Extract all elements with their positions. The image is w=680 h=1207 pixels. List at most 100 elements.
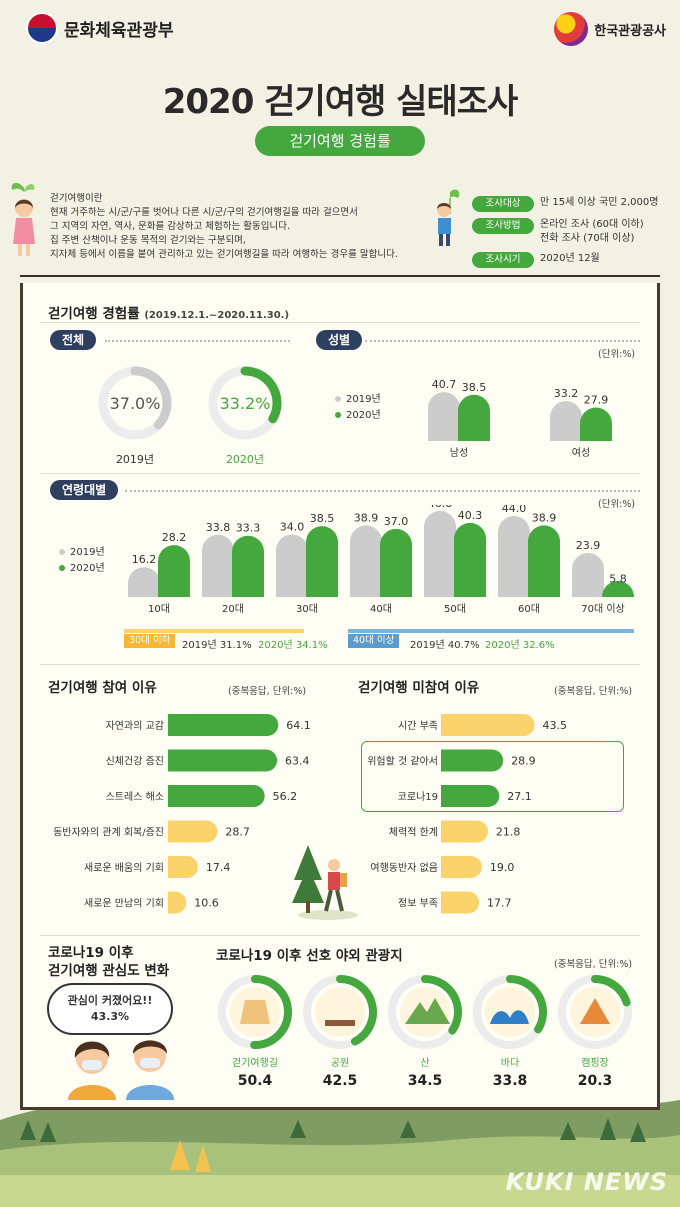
nonpart-chart: 시간 부족 43.5 위험할 것 같아서 28.9 코로나19 27.1 체력적 한계 21.…	[367, 714, 568, 914]
bar	[454, 522, 486, 597]
bar-value: 28.7	[225, 826, 250, 839]
bar-value: 46.8	[428, 505, 453, 510]
intro-line: 현재 거주하는 시/군/구를 벗어나 다른 시/군/구의 걷기여행길을 따라 걸…	[50, 207, 358, 218]
bar	[202, 534, 234, 597]
survey-value: 2020년 12월	[540, 253, 600, 264]
survey-key: 조사시기	[472, 252, 534, 268]
kto-name: 한국관광공사	[594, 23, 666, 39]
bar	[458, 394, 490, 441]
bar	[168, 820, 218, 843]
page-title: 2020 걷기여행 실태조사	[162, 82, 519, 122]
donut-value: 20.3	[578, 1073, 613, 1089]
bar-value: 44.0	[502, 505, 527, 515]
girl-sprout-icon	[11, 182, 35, 256]
bar	[168, 856, 198, 878]
survey-info: 조사대상 만 15세 이상 국민 2,000명 조사방법 온라인 조사 (60대…	[472, 196, 658, 274]
covid-title-line: 걷기여행 관심도 변화	[48, 963, 170, 979]
bar	[441, 749, 504, 772]
bar	[276, 534, 308, 597]
range-over40-2020: 2020년 32.6%	[485, 640, 555, 651]
reason-title: 걷기여행 참여 이유	[48, 680, 157, 696]
category-label: 자연과의 교감	[106, 720, 164, 732]
bar-value: 40.3	[458, 509, 483, 522]
donut-category-label: 바다	[501, 1057, 519, 1069]
bar	[602, 581, 634, 597]
donut-value: 50.4	[238, 1073, 273, 1089]
category-label: 남성	[450, 447, 468, 459]
bar-value: 21.8	[496, 826, 521, 839]
speech-value: 43.3%	[90, 1010, 130, 1023]
bar	[350, 525, 382, 597]
survey-value-line: 전화 조사 (70대 이상)	[540, 233, 635, 244]
bar	[528, 525, 560, 597]
bar-value: 38.9	[532, 511, 557, 524]
wave-icon	[490, 1010, 529, 1024]
category-label: 여성	[572, 447, 590, 459]
speech-bubble: 관심이 커졌어요!! 43.3%	[47, 983, 173, 1035]
category-label: 70대 이상	[581, 603, 625, 615]
nonpart-title: 걷기여행 미참여 이유	[358, 680, 480, 696]
section-divider	[40, 935, 640, 936]
park-bench-icon	[325, 1020, 355, 1026]
donut-value: 37.0%	[110, 394, 161, 413]
boy-sprout-icon	[437, 189, 460, 246]
donut-category-label: 산	[420, 1057, 429, 1069]
bar-value: 17.4	[206, 861, 231, 874]
pref-unit: (중복응답, 단위:%)	[554, 959, 633, 970]
bar	[441, 785, 500, 807]
tent-icon	[580, 998, 610, 1024]
donut-year-label: 2019년	[116, 453, 154, 466]
bar-value: 63.4	[285, 755, 310, 768]
range-tag-over40: 40대 이상	[348, 634, 400, 648]
bar	[441, 714, 535, 736]
dotted-rule	[105, 340, 290, 342]
trail-icon	[240, 1000, 270, 1024]
covid-reason-highlight	[361, 741, 624, 812]
donut-arc	[591, 975, 631, 1007]
range-under30-2020: 2020년 34.1%	[258, 640, 328, 651]
legend-dot	[59, 549, 65, 555]
donut-arc	[506, 975, 547, 1034]
category-label: 60대	[518, 603, 540, 615]
category-label: 20대	[222, 603, 244, 615]
bar	[168, 891, 187, 914]
donut-arc	[421, 975, 462, 1035]
donut-arc	[336, 975, 377, 1046]
bar-value: 28.9	[511, 755, 536, 768]
tag-gender: 성별	[316, 330, 363, 350]
kto-logo: 한국관광공사	[554, 12, 666, 46]
legend-dot	[59, 565, 65, 571]
legend-label: 2019년	[346, 393, 381, 405]
category-label: 정보 부족	[398, 898, 438, 910]
bar-value: 33.3	[236, 522, 261, 535]
category-label: 체력적 한계	[389, 827, 438, 839]
bar-value: 23.9	[576, 539, 601, 552]
bar-value: 19.0	[490, 861, 514, 874]
category-label: 시간 부족	[398, 720, 438, 732]
legend-label: 2019년	[70, 546, 105, 558]
covid-title: 코로나19 이후 걷기여행 관심도 변화	[48, 944, 169, 980]
bar	[572, 553, 604, 597]
category-label: 코로나19	[398, 791, 438, 803]
donut-value: 34.5	[408, 1073, 443, 1089]
donut-category-label: 걷기여행길	[232, 1056, 278, 1069]
experience-period: (2019.12.1.~2020.11.30.)	[144, 310, 290, 321]
survey-value-line: 온라인 조사 (60대 이하)	[540, 219, 644, 230]
survey-value: 온라인 조사 (60대 이하) 전화 조사 (70대 이상)	[540, 218, 644, 246]
bar-value: 64.1	[286, 719, 311, 732]
bar-value: 34.0	[280, 520, 305, 533]
unit-label: (단위:%)	[598, 349, 636, 360]
survey-key: 조사방법	[472, 218, 534, 234]
category-label: 40대	[370, 603, 392, 615]
legend-label: 2020년	[70, 562, 105, 574]
dotted-rule	[125, 490, 640, 492]
range-bar-over40	[348, 629, 634, 633]
bar	[441, 820, 488, 843]
pref-donuts: 걷기여행길 50.4 공원 42.5 산 34.5 바다 33.8 캠핑장 20.3	[218, 975, 632, 1089]
bar-value: 28.2	[162, 531, 187, 544]
bar-value: 43.5	[543, 719, 568, 732]
bar-value: 17.7	[487, 897, 512, 910]
survey-value: 만 15세 이상 국민 2,000명	[540, 197, 659, 208]
bar-value: 56.2	[273, 790, 298, 803]
intro-line: 걷기여행이란	[50, 193, 103, 204]
